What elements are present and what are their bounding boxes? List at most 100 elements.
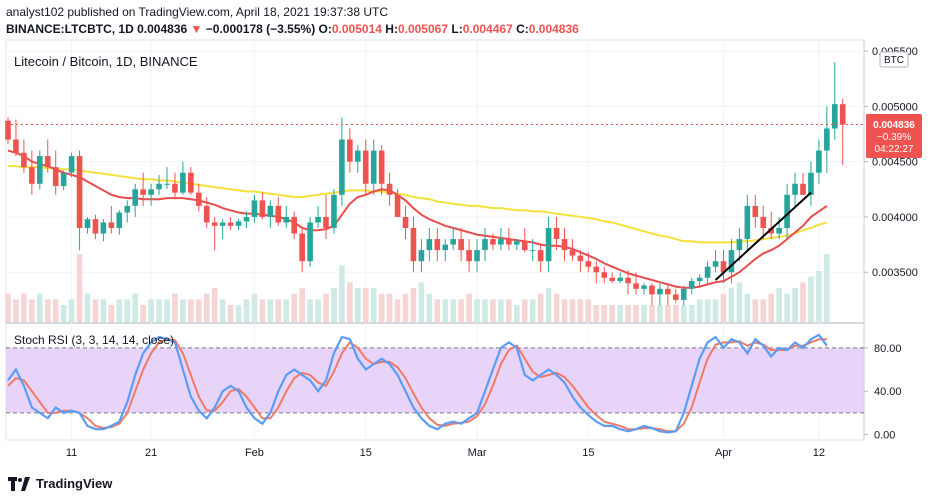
volume-bar (553, 293, 560, 322)
volume-bar (665, 305, 671, 322)
pane-title: Litecoin / Bitcoin, 1D, BINANCE (14, 54, 198, 69)
tradingview-logo-icon (8, 476, 30, 491)
volume-bar (537, 293, 544, 322)
candle-body (792, 183, 798, 195)
candle-body (84, 219, 91, 228)
candle-body (100, 222, 107, 234)
candle-body (641, 285, 647, 289)
volume-bar (92, 299, 99, 322)
candle-body (609, 277, 615, 282)
open-value: 0.005014 (331, 22, 382, 36)
volume-bar (792, 288, 798, 322)
volume-bar (784, 293, 790, 322)
candle-body (506, 239, 512, 245)
candle-body (180, 172, 186, 193)
stoch-lines (7, 333, 828, 434)
volume-bar (736, 282, 743, 322)
candle-body (466, 250, 472, 262)
volume-bar (824, 254, 830, 322)
x-tick-label: 11 (66, 447, 77, 459)
volume-bar (275, 299, 282, 322)
candle-body (259, 200, 266, 217)
volume-bar (680, 305, 687, 322)
candle-body (362, 150, 369, 184)
volume-bar (283, 299, 290, 322)
volume-bar (347, 282, 353, 322)
volume-bar (378, 293, 385, 322)
volume-bar (593, 305, 600, 322)
candle-body (219, 222, 226, 226)
volume-bar (219, 299, 226, 322)
volume-bar (816, 271, 822, 322)
candle-body (665, 288, 671, 295)
candle-body (394, 194, 401, 217)
volume-bar (800, 282, 806, 322)
candle-body (386, 183, 393, 195)
volume-bar (339, 265, 345, 322)
x-tick-label: 12 (813, 447, 825, 459)
candle-body (657, 288, 663, 295)
candle-body (410, 228, 417, 262)
candle-body (132, 189, 138, 206)
volume-bar (307, 299, 313, 322)
volume-bar (68, 299, 75, 322)
volume-bar (164, 299, 170, 322)
change-value: −0.000178 (−3.55%) (205, 22, 316, 36)
volume-bar (617, 305, 623, 322)
y-tick-label: 0.004500 (872, 157, 918, 169)
candle-body (347, 139, 353, 162)
close-label: C: (516, 22, 529, 36)
volume-bar (442, 299, 449, 322)
candle-body (188, 172, 194, 193)
annotations (6, 123, 864, 281)
candle-body (617, 277, 623, 282)
candle-body (21, 152, 27, 168)
candle-body (577, 255, 584, 262)
candle-body (625, 277, 631, 284)
footer-brand[interactable]: TradingView (8, 476, 112, 491)
candle-body (116, 212, 123, 228)
volume-bar (776, 288, 782, 322)
volume-bar (426, 293, 433, 322)
candle-body (569, 250, 576, 256)
stoch-d-line (7, 338, 827, 433)
candle-body (545, 228, 552, 262)
volume-bar (808, 276, 814, 322)
x-tick-label: 21 (145, 447, 157, 459)
candle-body (776, 228, 782, 234)
volume-bar (744, 293, 751, 322)
candle-body (307, 222, 313, 262)
last-price: 0.004836 (137, 22, 188, 36)
candle-body (124, 205, 131, 213)
volume-bar (561, 299, 568, 322)
volume-bar (673, 305, 679, 322)
volume-bar (243, 299, 250, 322)
volume-bar (633, 305, 639, 322)
candle-body (29, 167, 35, 184)
candle-body (68, 156, 75, 173)
candle-body (164, 183, 170, 185)
volume-bar (140, 305, 146, 322)
publish-info: analyst102 published on TradingView.com,… (6, 5, 389, 19)
trend-line (714, 191, 812, 281)
candle-body (633, 283, 639, 289)
volume-bar (331, 288, 337, 322)
volume-bar (474, 299, 480, 322)
volume-bar (291, 293, 297, 322)
volume-bar (299, 288, 305, 322)
candle-body (13, 139, 19, 153)
candle-body (434, 239, 441, 251)
volume-bar (410, 288, 417, 322)
high-label: H: (385, 22, 398, 36)
candle-body (5, 120, 11, 140)
symbol-label: BINANCE:LTCBTC, 1D (6, 22, 134, 36)
volume-bar (172, 293, 178, 322)
volume-bar (211, 288, 218, 322)
down-arrow-icon: ▼ (190, 22, 203, 36)
currency-badge[interactable] (879, 51, 909, 68)
axes: 11 21 Feb 15 Mar 15 Apr 120.0035000.0040000.004… (66, 46, 918, 459)
candle-body (450, 239, 456, 245)
candle-body (712, 261, 719, 267)
price-tag-value: 0.004836 (873, 120, 915, 131)
